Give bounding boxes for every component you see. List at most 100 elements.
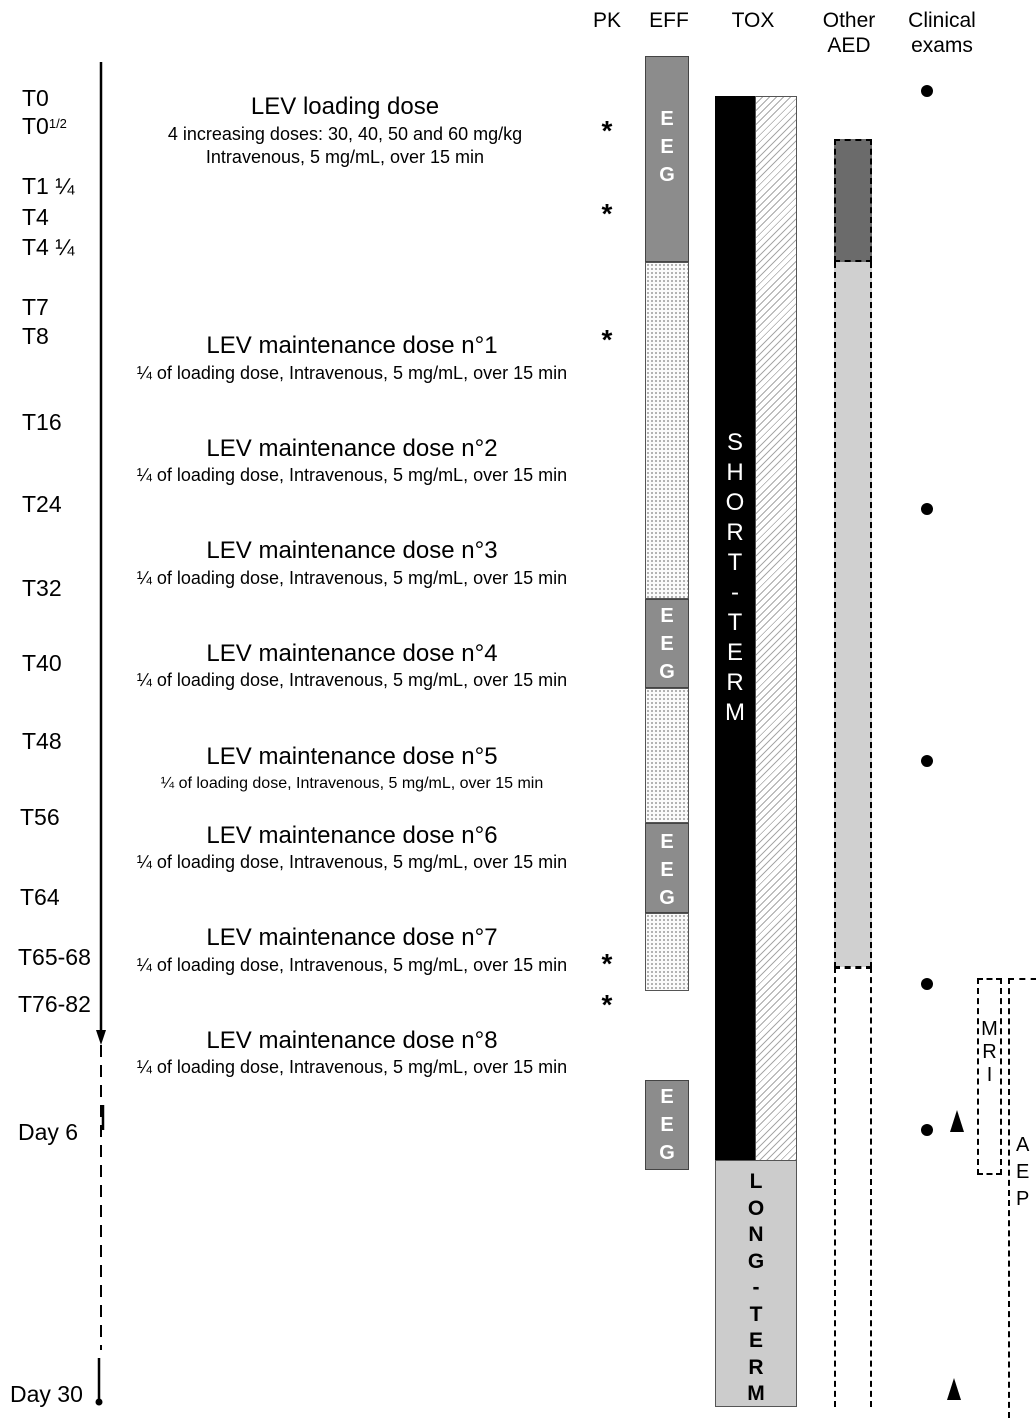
long-term-label: L O N G - T E R M	[716, 1161, 796, 1408]
mri-letter: R	[982, 1041, 997, 1063]
timepoint-t0-half-base: T0	[22, 113, 49, 139]
pk-marker: *	[601, 324, 613, 355]
long-term-letter: R	[748, 1355, 764, 1379]
short-term-letter: H	[726, 459, 744, 486]
arrowhead-marker	[950, 1110, 964, 1132]
maintenance-dose-1-sub: ¼ of loading dose, Intravenous, 5 mg/mL,…	[136, 363, 568, 383]
timepoint-day30: Day 30	[10, 1381, 83, 1407]
eeg-letter: E	[660, 831, 674, 853]
clinical-exam-dot	[921, 85, 933, 97]
pk-marker: *	[601, 948, 613, 979]
eeg-block: E E G	[645, 823, 689, 913]
timepoint-t64: T64	[20, 884, 60, 910]
clinical-exam-dot	[921, 755, 933, 767]
eeg-block: E E G	[645, 56, 689, 262]
timepoint-t65-68: T65-68	[18, 944, 91, 970]
maintenance-dose-1-title: LEV maintenance dose n°1	[206, 332, 498, 359]
timepoint-t32: T32	[22, 575, 62, 601]
long-term-letter: L	[749, 1170, 763, 1193]
short-term-label: S H O R T - T E R M	[715, 96, 755, 728]
day30-dot	[95, 1398, 103, 1406]
clinical-exam-dot	[921, 503, 933, 515]
maintenance-dose-2-title: LEV maintenance dose n°2	[206, 435, 498, 462]
other-aed-dark-period	[834, 139, 872, 262]
long-term-letter: N	[748, 1223, 764, 1246]
short-term-letter: T	[727, 609, 743, 636]
long-term-letter: G	[747, 1249, 765, 1273]
eeg-letter: E	[660, 1114, 674, 1136]
timepoint-t8: T8	[22, 323, 49, 349]
short-term-letter: E	[726, 639, 743, 666]
eeg-letter: E	[660, 605, 674, 627]
other-aed-header-line2: AED	[827, 34, 871, 57]
timepoint-t0-half-sup: 1/2	[48, 116, 67, 131]
long-term-letter: M	[747, 1382, 765, 1405]
short-term-letter: -	[731, 579, 739, 606]
eff-dotted-period	[645, 688, 689, 823]
timepoint-day6: Day 6	[18, 1119, 79, 1145]
maintenance-dose-4-title: LEV maintenance dose n°4	[206, 640, 498, 667]
other-aed-header-line1: Other	[822, 9, 876, 32]
tox-short-term-bar: S H O R T - T E R M	[715, 96, 755, 1161]
eeg-letter: E	[660, 136, 674, 158]
timepoint-t16: T16	[22, 409, 62, 435]
clinical-header-line2: exams	[911, 34, 973, 57]
other-aed-column-header: Other AED	[818, 8, 880, 58]
maintenance-dose-7-sub: ¼ of loading dose, Intravenous, 5 mg/mL,…	[136, 955, 568, 975]
timepoint-t0-half: T01/2	[22, 114, 67, 138]
short-term-letter: T	[727, 549, 743, 576]
maintenance-dose-6-title: LEV maintenance dose n°6	[206, 822, 498, 849]
tox-column-header: TOX	[731, 9, 775, 32]
arrowhead-marker	[947, 1378, 961, 1400]
aep-letter: A	[1016, 1134, 1030, 1156]
maintenance-dose-3-title: LEV maintenance dose n°3	[206, 537, 498, 564]
eff-dotted-period	[645, 913, 689, 991]
eeg-letter: E	[660, 1086, 674, 1108]
maintenance-dose-8-sub: ¼ of loading dose, Intravenous, 5 mg/mL,…	[136, 1057, 568, 1077]
mri-letter: I	[986, 1064, 993, 1086]
tox-long-term-bar: L O N G - T E R M	[715, 1160, 797, 1407]
timepoint-t0: T0	[22, 85, 49, 111]
timepoint-t4-quarter: T4 ¼	[22, 234, 75, 260]
aep-letter: P	[1016, 1188, 1030, 1210]
eeg-letter: E	[660, 859, 674, 881]
pk-column-header: PK	[592, 9, 621, 32]
tox-hatched-bar	[755, 96, 797, 1161]
maintenance-dose-5-sub: ¼ of loading dose, Intravenous, 5 mg/mL,…	[160, 775, 544, 792]
eeg-block: E E G	[645, 1080, 689, 1170]
pk-marker: *	[601, 198, 613, 229]
timepoint-t24: T24	[22, 491, 62, 517]
timepoint-t76-82: T76-82	[18, 991, 91, 1017]
mri-letter: M	[981, 1018, 998, 1040]
eeg-letter: G	[659, 1142, 675, 1164]
eeg-letter: G	[659, 887, 675, 909]
maintenance-dose-7-title: LEV maintenance dose n°7	[206, 924, 498, 951]
timepoint-t56: T56	[20, 804, 60, 830]
timeline-arrow	[96, 1030, 106, 1045]
long-term-letter: T	[749, 1302, 763, 1326]
eeg-letter: G	[659, 164, 675, 186]
aep-label: A E P	[1010, 980, 1036, 1213]
aep-letter: E	[1016, 1161, 1030, 1183]
clinical-exam-dot	[921, 1124, 933, 1136]
mri-period: M R I	[977, 978, 1002, 1175]
short-term-letter: R	[726, 519, 744, 546]
pk-marker: *	[601, 115, 613, 146]
clinical-exam-dot	[921, 978, 933, 990]
eeg-block: E E G	[645, 599, 689, 688]
loading-dose-line1: 4 increasing doses: 30, 40, 50 and 60 mg…	[167, 124, 523, 144]
other-aed-followup-period	[834, 967, 872, 1407]
short-term-letter: O	[725, 489, 745, 516]
timepoint-t40: T40	[22, 650, 62, 676]
short-term-letter: S	[726, 429, 743, 456]
maintenance-dose-4-sub: ¼ of loading dose, Intravenous, 5 mg/mL,…	[136, 670, 568, 690]
mri-label: M R I	[979, 980, 1000, 1087]
eeg-letter: E	[660, 633, 674, 655]
timepoint-t4: T4	[22, 204, 49, 230]
loading-dose-line2: Intravenous, 5 mg/mL, over 15 min	[205, 147, 485, 167]
short-term-letter: R	[726, 669, 744, 696]
maintenance-dose-8-title: LEV maintenance dose n°8	[206, 1027, 498, 1054]
long-term-letter: O	[747, 1196, 765, 1220]
eff-dotted-period	[645, 262, 689, 599]
